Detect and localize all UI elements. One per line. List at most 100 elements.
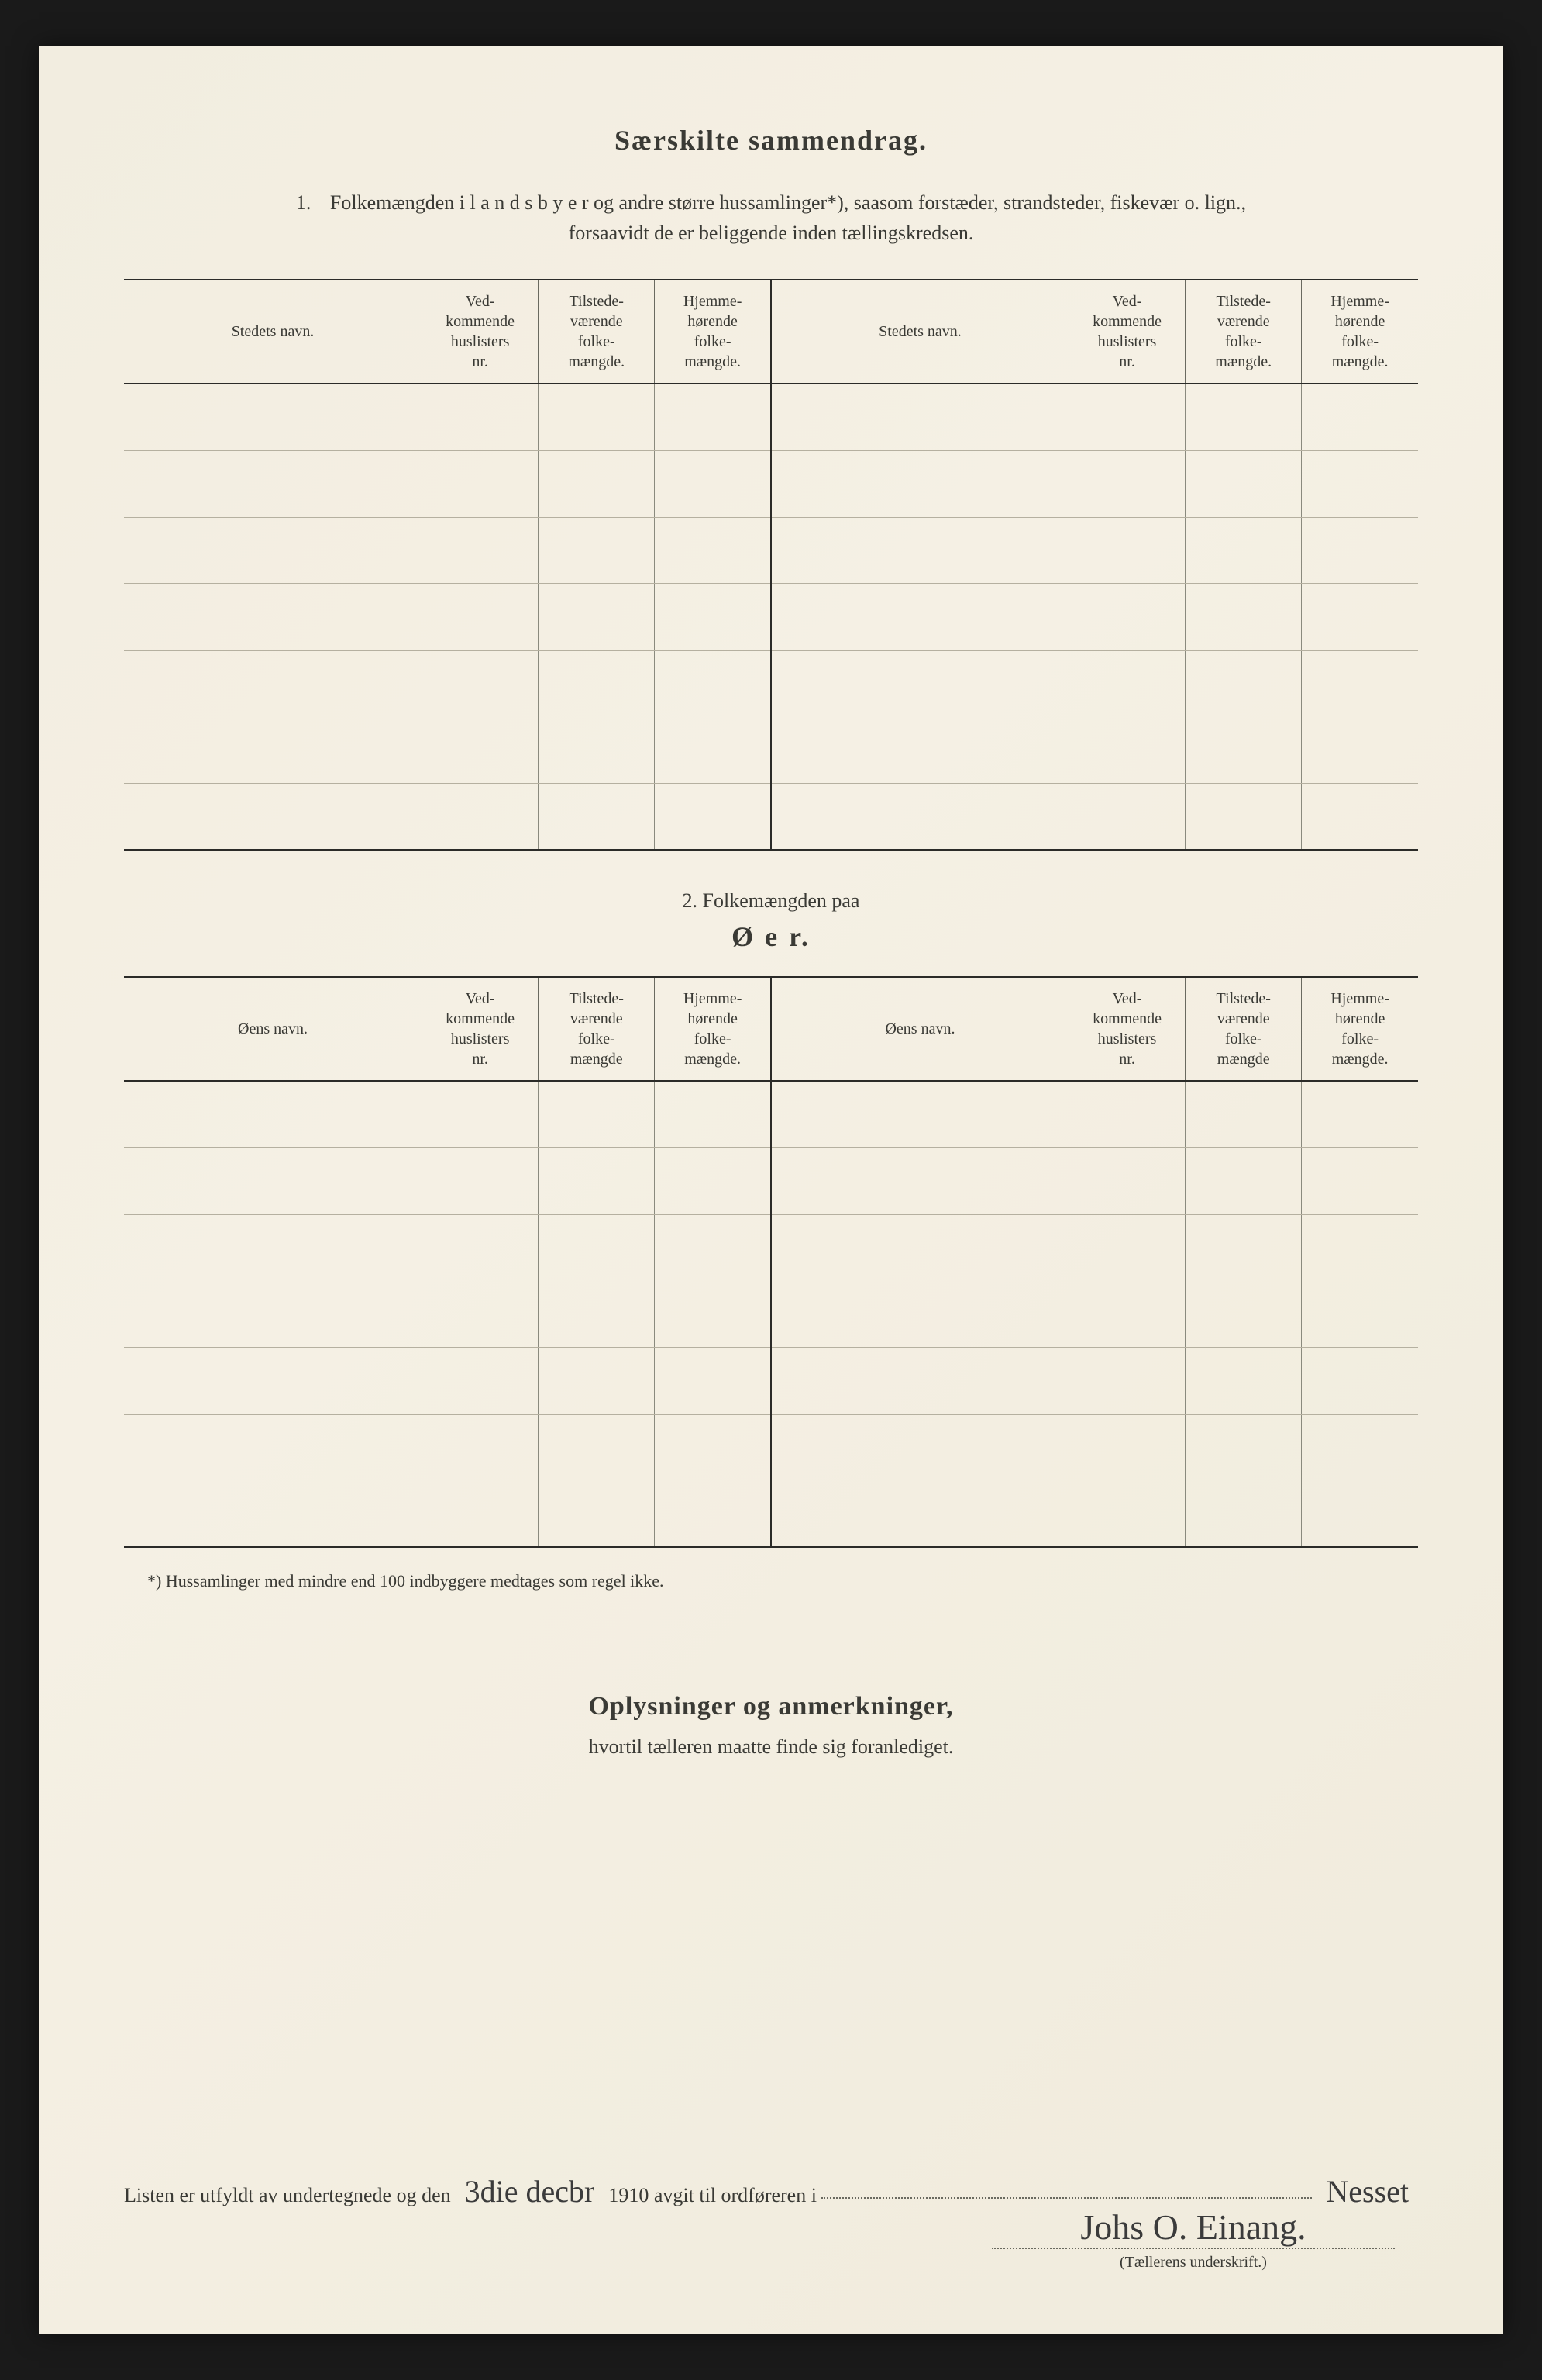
- table-cell: [1302, 1347, 1418, 1414]
- table-cell: [539, 1147, 655, 1214]
- table-cell: [124, 783, 422, 850]
- th-col2-left: Tilstede- værende folke- mængde.: [539, 280, 655, 383]
- table-cell: [771, 1081, 1069, 1147]
- table-cell: [771, 1281, 1069, 1347]
- table-cell: [771, 1481, 1069, 1547]
- table-cell: [1069, 717, 1185, 783]
- table-cell: [539, 650, 655, 717]
- table-cell: [1186, 383, 1302, 450]
- table-row: [124, 783, 1418, 850]
- table-cell: [1069, 1281, 1185, 1347]
- th-name-right: Stedets navn.: [771, 280, 1069, 383]
- table-cell: [655, 1214, 771, 1281]
- table-cell: [124, 383, 422, 450]
- table-cell: [1069, 1081, 1185, 1147]
- table-cell: [771, 450, 1069, 517]
- table-cell: [1302, 583, 1418, 650]
- table-row: [124, 450, 1418, 517]
- oplysninger-title: Oplysninger og anmerkninger,: [124, 1692, 1418, 1721]
- th2-col1-right: Ved- kommende huslisters nr.: [1069, 977, 1185, 1081]
- table-cell: [1302, 1281, 1418, 1347]
- table-landsbyer: Stedets navn. Ved- kommende huslisters n…: [124, 279, 1418, 851]
- section1-number: 1.: [296, 187, 311, 218]
- table-cell: [1186, 1214, 1302, 1281]
- table-cell: [1302, 1081, 1418, 1147]
- table-cell: [539, 717, 655, 783]
- table-cell: [1302, 517, 1418, 583]
- table-cell: [422, 1281, 539, 1347]
- table-cell: [124, 1081, 422, 1147]
- th-col2-right: Tilstede- værende folke- mængde.: [1186, 280, 1302, 383]
- table-cell: [422, 1347, 539, 1414]
- th2-col3-left: Hjemme- hørende folke- mængde.: [655, 977, 771, 1081]
- signature-handwritten: Johs O. Einang.: [992, 2206, 1395, 2248]
- table-cell: [539, 783, 655, 850]
- table-row: [124, 1481, 1418, 1547]
- table-cell: [422, 1481, 539, 1547]
- table-cell: [1302, 1147, 1418, 1214]
- table-cell: [655, 1281, 771, 1347]
- table-cell: [1302, 1214, 1418, 1281]
- table-cell: [124, 1214, 422, 1281]
- table-row: [124, 1281, 1418, 1347]
- table-cell: [655, 1347, 771, 1414]
- footnote: *) Hussamlinger med mindre end 100 indby…: [147, 1571, 1418, 1591]
- table-cell: [771, 783, 1069, 850]
- table-cell: [771, 650, 1069, 717]
- table-cell: [539, 1214, 655, 1281]
- th2-col2-left: Tilstede- værende folke- mængde: [539, 977, 655, 1081]
- table-cell: [1069, 1147, 1185, 1214]
- table-cell: [422, 1214, 539, 1281]
- table-cell: [655, 383, 771, 450]
- table-cell: [539, 383, 655, 450]
- table-cell: [771, 583, 1069, 650]
- signature-block: Johs O. Einang. (Tællerens underskrift.): [992, 2206, 1395, 2272]
- table-cell: [539, 583, 655, 650]
- table-cell: [655, 583, 771, 650]
- table-row: [124, 717, 1418, 783]
- table-row: [124, 517, 1418, 583]
- table-cell: [1186, 450, 1302, 517]
- table-cell: [124, 717, 422, 783]
- table2-body: [124, 1081, 1418, 1547]
- table-cell: [422, 783, 539, 850]
- table-cell: [1186, 583, 1302, 650]
- table-cell: [422, 717, 539, 783]
- table-cell: [1302, 450, 1418, 517]
- table-cell: [655, 1147, 771, 1214]
- table-row: [124, 1081, 1418, 1147]
- th-name-left: Stedets navn.: [124, 280, 422, 383]
- th-col3-right: Hjemme- hørende folke- mængde.: [1302, 280, 1418, 383]
- table-cell: [655, 1081, 771, 1147]
- table-cell: [1186, 717, 1302, 783]
- table-cell: [771, 1347, 1069, 1414]
- table-cell: [539, 1481, 655, 1547]
- section1-line1: Folkemængden i l a n d s b y e r og andr…: [330, 191, 1246, 214]
- th2-col1-left: Ved- kommende huslisters nr.: [422, 977, 539, 1081]
- table-cell: [1186, 1081, 1302, 1147]
- table-cell: [539, 450, 655, 517]
- table-cell: [422, 1147, 539, 1214]
- table-row: [124, 650, 1418, 717]
- signature-underline: [992, 2248, 1395, 2249]
- table-cell: [539, 1347, 655, 1414]
- table-cell: [124, 1147, 422, 1214]
- table-cell: [1069, 1214, 1185, 1281]
- signature-caption: (Tællerens underskrift.): [992, 2254, 1395, 2272]
- signline-place-handwritten: Nesset: [1317, 2173, 1418, 2210]
- table-cell: [422, 1414, 539, 1481]
- table-cell: [1186, 1481, 1302, 1547]
- table-cell: [1069, 1414, 1185, 1481]
- table-row: [124, 1347, 1418, 1414]
- table-cell: [771, 717, 1069, 783]
- table-cell: [1186, 1281, 1302, 1347]
- table-cell: [771, 1214, 1069, 1281]
- table-cell: [1069, 650, 1185, 717]
- table-oer: Øens navn. Ved- kommende huslisters nr. …: [124, 976, 1418, 1548]
- table-cell: [1186, 517, 1302, 583]
- table-cell: [124, 1481, 422, 1547]
- table-cell: [1186, 783, 1302, 850]
- table-cell: [422, 517, 539, 583]
- table-cell: [655, 717, 771, 783]
- page-title: Særskilte sammendrag.: [124, 124, 1418, 156]
